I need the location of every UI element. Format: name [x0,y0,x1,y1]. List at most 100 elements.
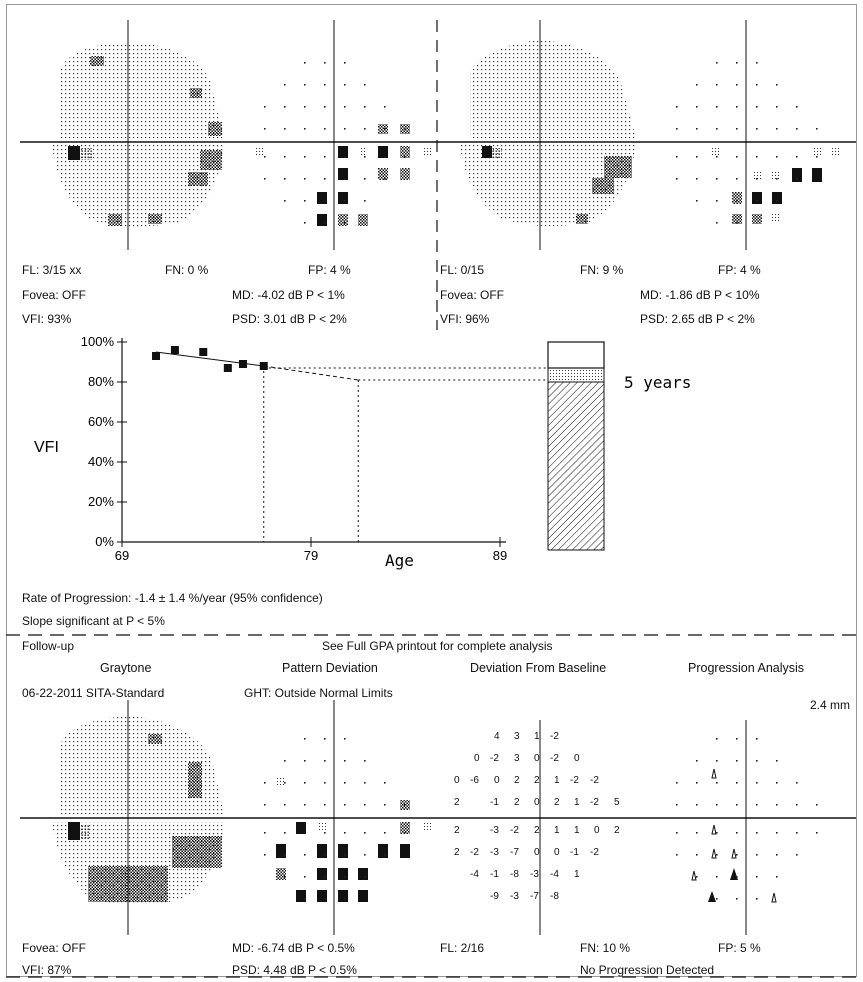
y-tick-label: 80% [88,374,114,389]
field-dot [344,200,346,202]
field-dot [776,760,778,762]
fl-value-1: FL: 3/15 xx [22,263,82,277]
baseline-value: -4 [470,869,479,880]
field-dot [716,854,718,856]
field-dot [676,804,678,806]
baseline-value: 1 [574,825,580,836]
baseline-value: -2 [550,753,559,764]
field-dot [716,200,718,202]
field-dot [716,156,718,158]
field-dot [304,128,306,130]
vfi-data-point [238,360,247,368]
bar-open-segment [547,341,605,369]
field-dot [284,876,286,878]
field-dot [696,760,698,762]
field-dot [776,200,778,202]
vfi-data-point [199,348,208,356]
fovea-value-2: Fovea: OFF [440,288,505,302]
y-tick-label: 100% [81,334,115,349]
field-dot [304,854,306,856]
field-dot [736,832,738,834]
scale-label: 2.4 mm [810,698,851,712]
x-axis-label: Age [385,551,414,570]
y-axis-label: VFI [34,439,59,456]
field-dot [756,832,758,834]
projection-bar [547,341,605,551]
field-dot [344,898,346,900]
baseline-value: 3 [514,753,520,764]
field-dot [756,782,758,784]
field-dot [324,898,326,900]
field-dot [264,782,266,784]
field-dot [384,804,386,806]
baseline-value: -1 [490,797,499,808]
baseline-value: -2 [510,825,519,836]
field-dot [344,760,346,762]
baseline-value: -3 [510,891,519,902]
field-dot [756,84,758,86]
field-dot [756,876,758,878]
chart-axes [121,338,506,543]
field-dot [344,804,346,806]
fl-value-3: FL: 2/16 [440,941,485,955]
field-dot [284,156,286,158]
field-dot [736,62,738,64]
field-dot [304,782,306,784]
field-dot [404,832,406,834]
baseline-value: 5 [614,797,620,808]
field-dot [304,804,306,806]
field-dot [776,832,778,834]
baseline-value: 1 [574,869,580,880]
y-tick-label: 60% [88,414,114,429]
field-dot [716,738,718,740]
ght-result: GHT: Outside Normal Limits [244,686,393,700]
graytone-map-1 [52,42,224,227]
field-dot [796,106,798,108]
field-dot [696,178,698,180]
baseline-value: -3 [490,825,499,836]
field-dot [304,898,306,900]
psd-value-3: PSD: 4.48 dB P < 0.5% [232,963,357,977]
field-dot [384,128,386,130]
field-dot [736,738,738,740]
vfi-value-2: VFI: 96% [440,312,490,326]
field-dot [384,854,386,856]
field-dot [796,854,798,856]
field-dot [696,854,698,856]
field-dot [344,128,346,130]
field-dot [716,760,718,762]
rate-of-progression: Rate of Progression: -1.4 ± 1.4 %/year (… [22,591,323,605]
graytone-map-2 [460,40,636,227]
fovea-value-1: Fovea: OFF [22,288,87,302]
field-dot [736,804,738,806]
vfi-chart: 0% 20% 40% 60% 80% 100% 69 79 89 VFI Age 5 years [34,334,691,570]
field-dot [344,876,346,878]
field-dot [264,178,266,180]
field-dot [776,106,778,108]
field-dot [344,222,346,224]
field-dot [324,178,326,180]
baseline-value: 2 [454,825,460,836]
field-dot [676,106,678,108]
baseline-value: 2 [514,797,520,808]
field-dot [736,200,738,202]
field-dot [716,84,718,86]
fn-value-3: FN: 10 % [580,941,631,955]
baseline-value: -1 [570,847,579,858]
field-dot [756,106,758,108]
graytone-heading: Graytone [100,661,152,675]
field-dot [776,876,778,878]
field-dot [756,854,758,856]
field-dot [324,876,326,878]
field-dot [264,156,266,158]
field-dot [284,804,286,806]
field-dot [304,106,306,108]
baseline-value: -6 [470,775,479,786]
field-dot [264,128,266,130]
field-dot [284,832,286,834]
vfi-value-1: VFI: 93% [22,312,72,326]
field-dot [736,782,738,784]
field-dot [364,876,366,878]
field-dot [736,222,738,224]
field-dot [304,178,306,180]
